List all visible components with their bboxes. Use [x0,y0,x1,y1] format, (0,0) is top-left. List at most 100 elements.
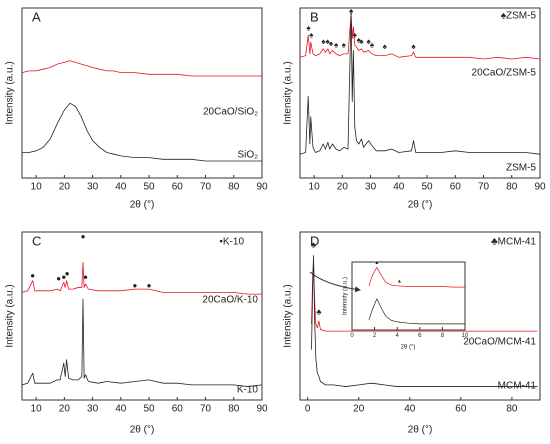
peak-marker: ● [81,232,86,241]
peak-marker: ● [56,274,61,283]
x-tick-label: 50 [421,182,433,193]
x-tick-label: 80 [506,182,518,193]
peak-marker: ♣ [311,241,317,250]
x-axis-label: 2θ (°) [401,345,416,351]
xrd-trace [21,60,262,77]
x-tick-label: 4 [396,333,400,339]
x-axis-label: 2θ (°) [408,425,433,436]
y-axis-label: Intensity (a.u.) [5,61,16,124]
peak-marker: ▲ [374,260,379,266]
peak-marker: ♠ [342,41,347,50]
peak-marker: ▲ [397,278,402,284]
x-tick-label: 90 [256,182,268,193]
x-tick-label: 30 [87,404,99,415]
peak-marker: ● [61,272,66,281]
peak-marker: ♠ [329,39,334,48]
x-tick-label: 60 [450,182,462,193]
xrd-trace [311,261,538,332]
x-tick-label: 40 [115,182,127,193]
series-label: 20CaO/ZSM-5 [472,68,537,79]
x-axis-label: 2θ (°) [130,425,155,436]
x-tick-label: 50 [143,404,155,415]
peak-marker: ♠ [321,37,326,46]
series-label: 20CaO/SiO₂ [203,107,258,118]
xrd-trace [299,9,541,155]
x-tick-label: 40 [393,182,405,193]
plot-frame [299,231,541,401]
peak-marker: ♠ [359,37,364,46]
peak-marker: ● [30,271,35,280]
panel-label: B [310,9,319,24]
peak-marker: ♠ [309,30,314,39]
plot-frame [21,231,263,401]
y-axis-label: Intensity (a.u.) [5,284,16,347]
x-tick-label: 50 [143,182,155,193]
x-tick-label: 90 [534,182,546,193]
x-tick-label: 70 [200,182,212,193]
x-tick-label: 20 [59,182,71,193]
x-tick-label: 60 [172,182,184,193]
x-tick-label: 10 [31,404,43,415]
x-tick-label: 80 [228,404,240,415]
x-tick-label: 20 [353,404,365,415]
peak-marker: ♠ [306,24,311,33]
x-tick-label: 60 [172,404,184,415]
x-tick-label: 2 [373,333,377,339]
xrd-trace [22,102,262,162]
x-tick-label: 60 [455,404,467,415]
x-tick-label: 30 [365,182,377,193]
x-tick-label: 10 [462,333,469,339]
y-axis-label: Intensity (a.u.) [343,277,349,315]
x-tick-label: 40 [115,404,127,415]
peak-marker: ● [147,281,152,290]
peak-marker: ♠ [357,35,362,44]
series-label: MCM-41 [498,381,537,392]
x-tick-label: 70 [478,182,490,193]
peak-marker: ♠ [366,37,371,46]
x-tick-label: 20 [337,182,349,193]
series-label: 20CaO/K-10 [202,295,258,306]
peak-marker: ♠ [411,42,416,51]
x-axis-label: 2θ (°) [408,200,433,211]
series-label: K-10 [237,385,259,396]
xrd-trace [368,298,465,325]
xrd-trace [21,298,263,387]
x-tick-label: 10 [31,182,43,193]
series-label: 20CaO/MCM-41 [463,337,536,348]
peak-marker: ♠ [349,7,354,16]
xrd-trace [368,267,465,288]
peak-marker: ♠ [370,41,375,50]
x-tick-label: 0 [350,333,354,339]
peak-marker: ♠ [334,41,339,50]
x-axis-label: 2θ (°) [130,200,155,211]
peak-marker: ● [83,272,88,281]
peak-marker: ♠ [326,37,331,46]
xrd-trace [311,255,538,387]
peak-marker: ● [133,281,138,290]
x-tick-label: 30 [87,182,99,193]
x-tick-label: 10 [309,182,321,193]
panel-label: C [32,233,41,248]
plot-frame [351,261,466,331]
series-label: ZSM-5 [506,163,536,174]
marker-legend: ♠ZSM-5 [501,11,537,22]
marker-legend: •K-10 [219,237,244,248]
x-tick-label: 0 [305,404,311,415]
peak-marker: ♠ [353,30,358,39]
marker-legend: ♣MCM-41 [491,237,536,248]
peak-marker: ● [65,269,70,278]
x-tick-label: 70 [200,404,212,415]
x-tick-label: 6 [418,333,422,339]
x-tick-label: 8 [441,333,445,339]
plot-frame [299,7,541,179]
x-tick-label: 80 [506,404,518,415]
peak-marker: ♠ [383,42,388,51]
series-label: SiO₂ [237,150,258,161]
plot-frame [21,7,263,179]
panel-label: D [310,233,319,248]
x-tick-label: 40 [404,404,416,415]
x-tick-label: 80 [228,182,240,193]
xrd-trace [299,14,541,60]
y-axis-label: Intensity (a.u.) [283,61,294,124]
